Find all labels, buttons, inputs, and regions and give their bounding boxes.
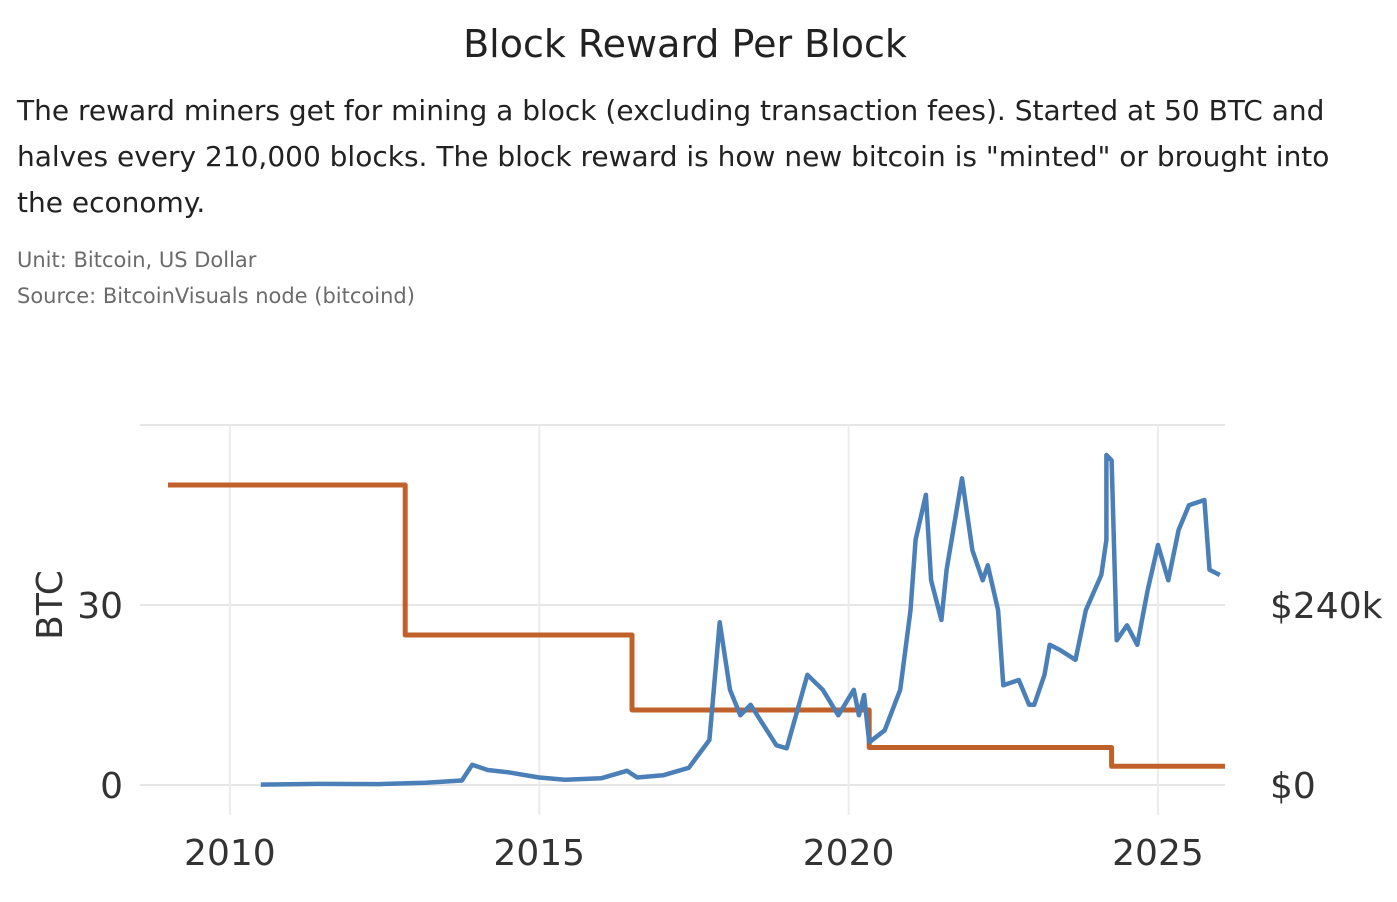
source-label: Source: BitcoinVisuals node (bitcoind) xyxy=(17,284,415,308)
x-tick-label: 2015 xyxy=(493,833,585,874)
unit-label: Unit: Bitcoin, US Dollar xyxy=(17,248,257,272)
y2-tick-label: $0 xyxy=(1270,766,1316,807)
y-tick-label: 0 xyxy=(100,766,123,807)
y-tick-label: 30 xyxy=(77,586,123,627)
chart-title: Block Reward Per Block xyxy=(463,22,907,66)
y-axis-title: BTC xyxy=(30,570,71,640)
btc-reward-line xyxy=(168,482,1225,769)
usd-reward-line xyxy=(260,452,1221,787)
chart-description: The reward miners get for mining a block… xyxy=(17,94,1330,219)
x-tick-label: 2025 xyxy=(1112,833,1204,874)
y2-tick-label: $240k xyxy=(1270,586,1383,627)
x-tick-label: 2010 xyxy=(184,833,276,874)
x-tick-label: 2020 xyxy=(803,833,895,874)
